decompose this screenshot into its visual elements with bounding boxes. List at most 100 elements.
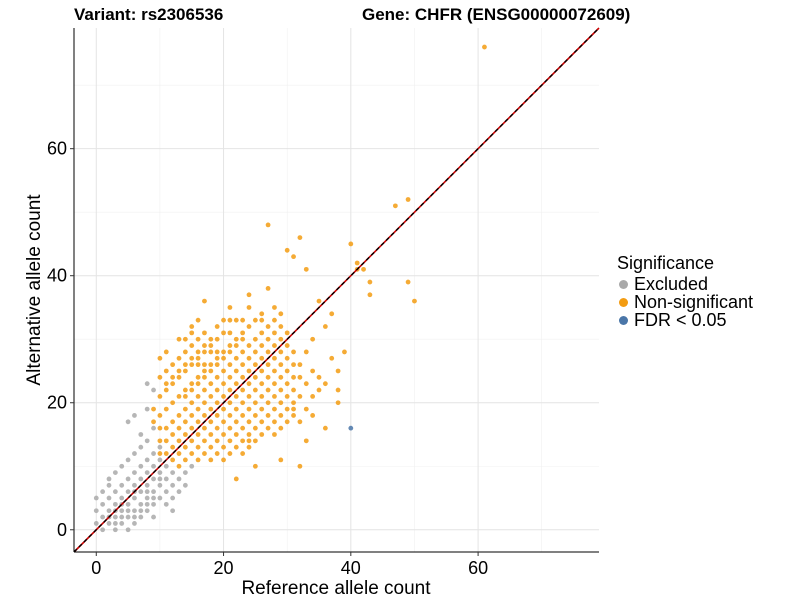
point-non-significant bbox=[246, 393, 252, 399]
point-non-significant bbox=[208, 343, 214, 348]
point-excluded bbox=[100, 501, 106, 507]
point-non-significant bbox=[214, 336, 220, 342]
point-excluded bbox=[163, 463, 169, 469]
point-non-significant bbox=[214, 400, 220, 406]
point-non-significant bbox=[246, 355, 252, 361]
point-non-significant bbox=[227, 343, 233, 348]
point-non-significant bbox=[259, 355, 265, 361]
point-excluded bbox=[100, 527, 106, 533]
point-non-significant bbox=[272, 330, 277, 336]
point-non-significant bbox=[297, 362, 303, 368]
point-excluded bbox=[132, 508, 137, 514]
point-excluded bbox=[112, 470, 118, 476]
point-non-significant bbox=[202, 413, 207, 418]
point-non-significant bbox=[151, 419, 156, 425]
point-non-significant bbox=[246, 444, 252, 450]
point-non-significant bbox=[265, 413, 271, 418]
minor-gridlines bbox=[74, 28, 599, 552]
point-non-significant bbox=[208, 393, 214, 399]
point-non-significant bbox=[265, 387, 271, 393]
point-non-significant bbox=[208, 368, 214, 374]
point-non-significant bbox=[202, 387, 207, 393]
point-excluded bbox=[112, 527, 118, 533]
point-non-significant bbox=[233, 476, 239, 482]
point-non-significant bbox=[176, 413, 182, 418]
point-non-significant bbox=[412, 298, 417, 304]
point-non-significant bbox=[310, 336, 316, 342]
point-non-significant bbox=[335, 368, 341, 374]
point-non-significant bbox=[246, 324, 252, 329]
point-non-significant bbox=[240, 438, 246, 444]
point-non-significant bbox=[252, 362, 258, 368]
point-non-significant bbox=[278, 324, 284, 329]
point-non-significant bbox=[227, 317, 233, 323]
point-non-significant bbox=[214, 324, 220, 329]
point-excluded bbox=[138, 501, 144, 507]
point-non-significant bbox=[240, 451, 246, 456]
point-excluded bbox=[176, 489, 182, 495]
point-excluded bbox=[151, 514, 156, 520]
point-non-significant bbox=[221, 457, 226, 463]
y-tick-labels: 0 20 40 60 bbox=[47, 139, 74, 540]
point-non-significant bbox=[272, 419, 277, 425]
point-non-significant bbox=[170, 381, 176, 387]
point-non-significant bbox=[176, 336, 182, 342]
point-excluded bbox=[138, 489, 144, 495]
point-non-significant bbox=[246, 432, 252, 437]
point-non-significant bbox=[240, 336, 246, 342]
point-non-significant bbox=[195, 457, 201, 463]
point-non-significant bbox=[221, 330, 226, 336]
point-excluded bbox=[151, 451, 156, 456]
point-non-significant bbox=[214, 438, 220, 444]
point-non-significant bbox=[278, 311, 284, 317]
point-excluded bbox=[93, 495, 99, 501]
point-non-significant bbox=[214, 425, 220, 431]
point-non-significant bbox=[252, 349, 258, 355]
point-non-significant bbox=[195, 362, 201, 368]
point-non-significant bbox=[233, 381, 239, 387]
point-non-significant bbox=[170, 374, 176, 380]
y-tick-label: 20 bbox=[47, 393, 67, 413]
point-non-significant bbox=[189, 438, 195, 444]
point-non-significant bbox=[361, 266, 366, 272]
point-non-significant bbox=[195, 432, 201, 437]
point-non-significant bbox=[208, 336, 214, 342]
point-excluded bbox=[151, 463, 156, 469]
point-non-significant bbox=[189, 425, 195, 431]
point-non-significant bbox=[214, 451, 220, 456]
point-excluded bbox=[119, 514, 125, 520]
point-non-significant bbox=[310, 368, 316, 374]
point-non-significant bbox=[265, 336, 271, 342]
point-non-significant bbox=[252, 400, 258, 406]
point-non-significant bbox=[272, 393, 277, 399]
point-excluded bbox=[157, 495, 163, 501]
point-non-significant bbox=[405, 197, 411, 202]
point-non-significant bbox=[182, 432, 188, 437]
point-non-significant bbox=[195, 444, 201, 450]
point-non-significant bbox=[482, 44, 487, 50]
legend-label-non-significant: Non-significant bbox=[634, 292, 754, 312]
point-excluded bbox=[176, 476, 182, 482]
point-non-significant bbox=[233, 355, 239, 361]
point-non-significant bbox=[297, 374, 303, 380]
point-non-significant bbox=[151, 406, 156, 412]
point-excluded bbox=[138, 432, 144, 437]
point-non-significant bbox=[195, 349, 201, 355]
point-excluded bbox=[138, 476, 144, 482]
reference-line-layer bbox=[73, 27, 600, 553]
point-non-significant bbox=[240, 413, 246, 418]
point-non-significant bbox=[202, 451, 207, 456]
point-non-significant bbox=[214, 349, 220, 355]
point-non-significant bbox=[246, 406, 252, 412]
point-fdr-0-05 bbox=[348, 425, 354, 431]
point-non-significant bbox=[189, 355, 195, 361]
y-tick-label: 60 bbox=[47, 139, 67, 159]
point-non-significant bbox=[329, 311, 335, 317]
point-non-significant bbox=[259, 368, 265, 374]
point-excluded bbox=[170, 482, 176, 488]
point-non-significant bbox=[227, 349, 233, 355]
point-non-significant bbox=[252, 413, 258, 418]
point-non-significant bbox=[265, 324, 271, 329]
point-non-significant bbox=[297, 419, 303, 425]
point-non-significant bbox=[259, 311, 265, 317]
